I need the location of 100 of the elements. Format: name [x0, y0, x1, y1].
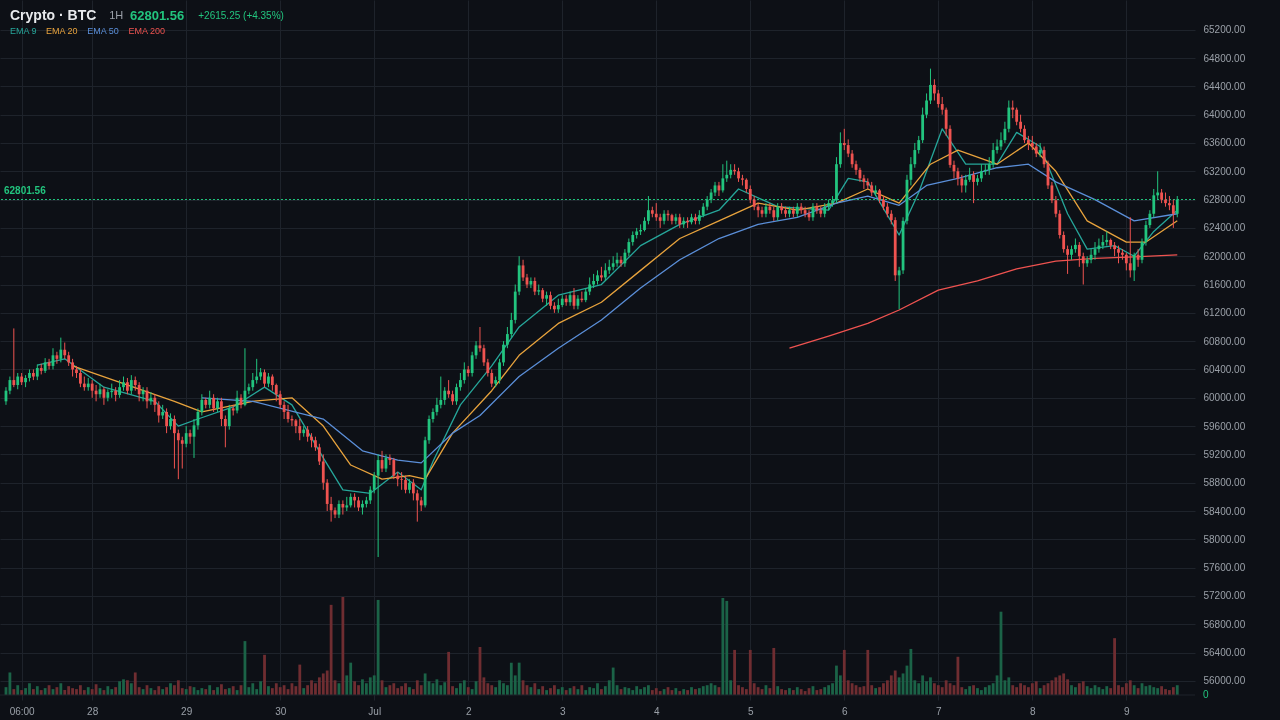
candlestick [341, 499, 345, 516]
candlestick [932, 78, 936, 102]
bar [517, 662, 521, 695]
bar [627, 688, 631, 695]
y-tick-label: 61200.00 [1203, 307, 1246, 319]
y-tick-label: 57200.00 [1203, 590, 1246, 602]
bar [1023, 685, 1026, 695]
bar [67, 686, 71, 695]
bar [1081, 681, 1085, 695]
bar [129, 683, 133, 695]
bar [1027, 687, 1030, 695]
x-tick-label: 2 [465, 705, 472, 717]
bar [404, 683, 407, 695]
bar [161, 689, 165, 695]
candlestick [157, 400, 161, 424]
candlestick [929, 68, 932, 105]
bar [462, 680, 466, 695]
bar [59, 683, 63, 695]
candlestick [925, 92, 928, 119]
y-tick-label: 65200.00 [1203, 24, 1246, 36]
bar [1038, 688, 1042, 695]
x-tick-label: 29 [181, 705, 193, 717]
bar [1074, 687, 1077, 695]
bar [302, 688, 306, 695]
bar [725, 600, 729, 695]
y-tick-label: 59600.00 [1203, 420, 1246, 432]
bar [964, 689, 968, 695]
bar [509, 662, 513, 695]
bar [227, 688, 231, 695]
bar [216, 687, 219, 695]
bar [827, 685, 831, 695]
bar [842, 649, 846, 695]
bar [1156, 688, 1160, 695]
y-tick-label: 62800.00 [1203, 194, 1246, 206]
candlestick [392, 457, 396, 480]
candlestick [498, 358, 501, 385]
bar [1007, 677, 1011, 695]
bar [126, 680, 129, 695]
bar [921, 675, 925, 695]
y-tick-label: 58000.00 [1203, 533, 1246, 545]
bar [756, 687, 760, 695]
candlestick [509, 312, 513, 339]
x-tick-label: 6 [842, 705, 849, 717]
bar [176, 680, 180, 695]
bar [12, 689, 16, 695]
candlestick [235, 390, 239, 414]
bar [35, 686, 39, 695]
y-tick-label: 62000.00 [1203, 250, 1246, 262]
bar [690, 687, 693, 695]
bar [850, 683, 854, 695]
bar [1148, 685, 1152, 695]
bar [1132, 685, 1136, 695]
candlestick [768, 202, 772, 215]
bar [165, 687, 168, 695]
bar [823, 687, 827, 695]
x-tick-label: 28 [87, 705, 99, 717]
bar [184, 689, 188, 695]
y-tick-label: 57600.00 [1203, 562, 1246, 574]
bar [748, 649, 752, 695]
candlestick [415, 489, 419, 523]
candlestick [815, 202, 819, 215]
bar [1164, 689, 1167, 695]
y-tick-label: 60000.00 [1203, 392, 1246, 404]
bar [443, 682, 447, 695]
bar [1128, 680, 1132, 695]
bar [1124, 683, 1128, 695]
bar [79, 685, 82, 695]
bar [490, 685, 494, 695]
candlestick [223, 414, 227, 448]
bar [929, 677, 932, 695]
bar [1171, 687, 1175, 695]
bar [415, 680, 419, 695]
candlestick [838, 131, 842, 169]
bar [86, 687, 90, 695]
bar [1101, 689, 1105, 695]
candlestick [137, 381, 141, 402]
bar [298, 664, 302, 695]
bar [588, 687, 592, 695]
bar [639, 689, 642, 695]
bar [274, 683, 278, 695]
bar [795, 687, 799, 695]
bar [882, 683, 885, 695]
y-tick-label: 61600.00 [1203, 279, 1246, 291]
bar [357, 685, 360, 695]
bar [1011, 685, 1015, 695]
bar [874, 688, 878, 695]
bar [263, 654, 266, 695]
bar [643, 687, 646, 695]
x-tick-label: 06:00 [9, 705, 36, 717]
bar [647, 685, 650, 695]
bar [43, 688, 47, 695]
candlestick [227, 404, 231, 431]
bar [1019, 683, 1022, 695]
candlestick [1058, 209, 1062, 240]
bar [329, 604, 333, 695]
x-tick-label: 8 [1030, 705, 1037, 717]
bar [635, 686, 639, 695]
bar [968, 686, 972, 695]
bar [1058, 675, 1062, 695]
bar [435, 679, 439, 695]
